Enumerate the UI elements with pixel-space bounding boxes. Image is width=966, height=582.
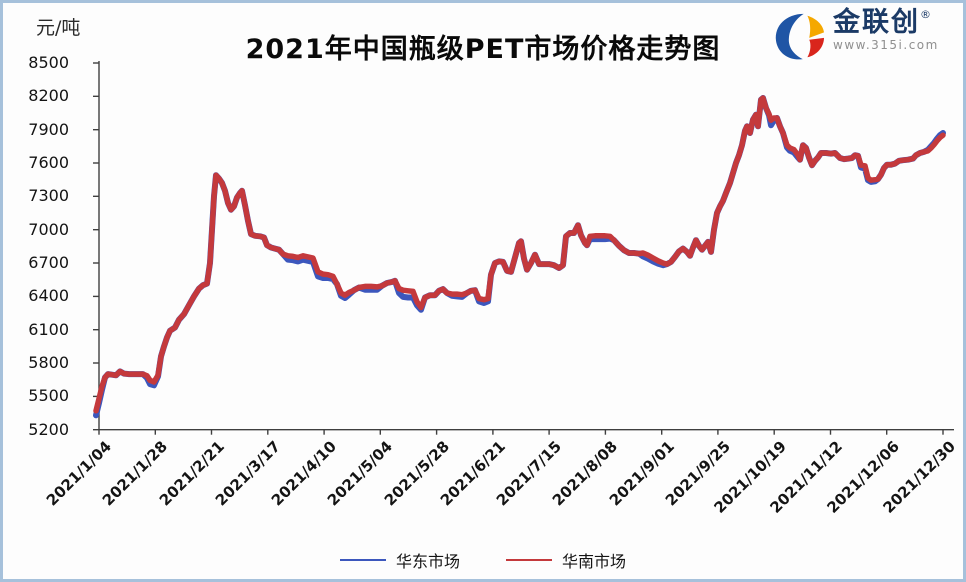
axis-lines [98, 61, 954, 431]
y-tick-label: 8500 [28, 53, 69, 72]
y-tick-label: 6700 [28, 253, 69, 272]
brand-name: 金联创® [833, 9, 939, 36]
brand-logo: 金联创® www.315i.com [773, 9, 939, 61]
y-tick-label: 7600 [28, 153, 69, 172]
y-tick-label: 7900 [28, 120, 69, 139]
y-axis-unit-label: 元/吨 [36, 17, 81, 39]
legend-swatch-south-line [506, 559, 552, 561]
legend: 华东市场 华南市场 [3, 547, 963, 573]
series-line-east-market [93, 95, 946, 419]
legend-label-east: 华东市场 [395, 552, 460, 571]
brand-name-text: 金联创 [833, 7, 920, 38]
y-tick-label: 7300 [28, 186, 69, 205]
legend-item-east: 华东市场 [339, 548, 460, 572]
brand-logo-text: 金联创® www.315i.com [833, 9, 939, 51]
y-tick-label: 5500 [28, 386, 69, 405]
plot-area [93, 61, 954, 435]
y-tick-label: 8200 [28, 86, 69, 105]
legend-swatch-east-line [339, 559, 386, 561]
brand-site-url: www.315i.com [833, 38, 939, 52]
y-tick-label: 7000 [28, 220, 69, 239]
y-tick-label: 5200 [28, 420, 69, 439]
brand-logo-icon [775, 13, 824, 60]
y-tick-label: 5800 [28, 353, 69, 372]
legend-label-south: 华南市场 [562, 552, 627, 571]
registered-mark: ® [920, 8, 933, 21]
series-line-south-market [93, 95, 946, 414]
y-tick-label: 6400 [28, 286, 69, 305]
legend-item-south: 华南市场 [506, 548, 626, 572]
y-tick-label: 6100 [28, 320, 69, 339]
chart-title: 2021年中国瓶级PET市场价格走势图 [245, 34, 721, 65]
